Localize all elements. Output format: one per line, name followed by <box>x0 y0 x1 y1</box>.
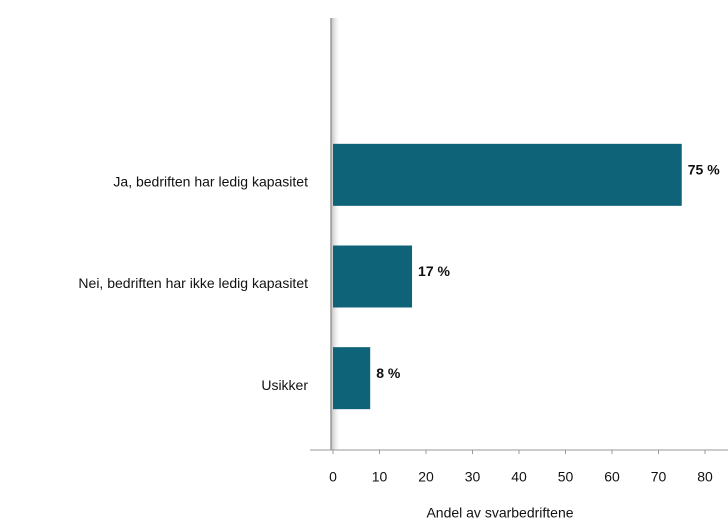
value-label: 17 % <box>418 263 450 279</box>
y-tick-label: Nei, bedriften har ikke ledig kapasitet <box>78 275 308 291</box>
x-tick-label: 10 <box>372 469 388 485</box>
x-tick-label: 20 <box>418 469 434 485</box>
x-tick-label: 50 <box>558 469 574 485</box>
bar <box>333 245 413 308</box>
bar <box>333 143 682 206</box>
x-tick-label: 70 <box>651 469 667 485</box>
value-label: 8 % <box>376 365 401 381</box>
x-tick-label: 40 <box>511 469 527 485</box>
y-tick-label: Usikker <box>261 377 308 393</box>
axis-shadow <box>331 18 341 450</box>
y-tick-label: Ja, bedriften har ledig kapasitet <box>113 174 308 190</box>
x-tick-label: 30 <box>465 469 481 485</box>
bar <box>333 347 371 410</box>
x-tick-label: 0 <box>329 469 337 485</box>
value-label: 75 % <box>688 162 720 178</box>
x-axis-label: Andel av svarbedriftene <box>426 505 573 521</box>
x-tick-label: 80 <box>697 469 713 485</box>
x-tick-label: 60 <box>604 469 620 485</box>
